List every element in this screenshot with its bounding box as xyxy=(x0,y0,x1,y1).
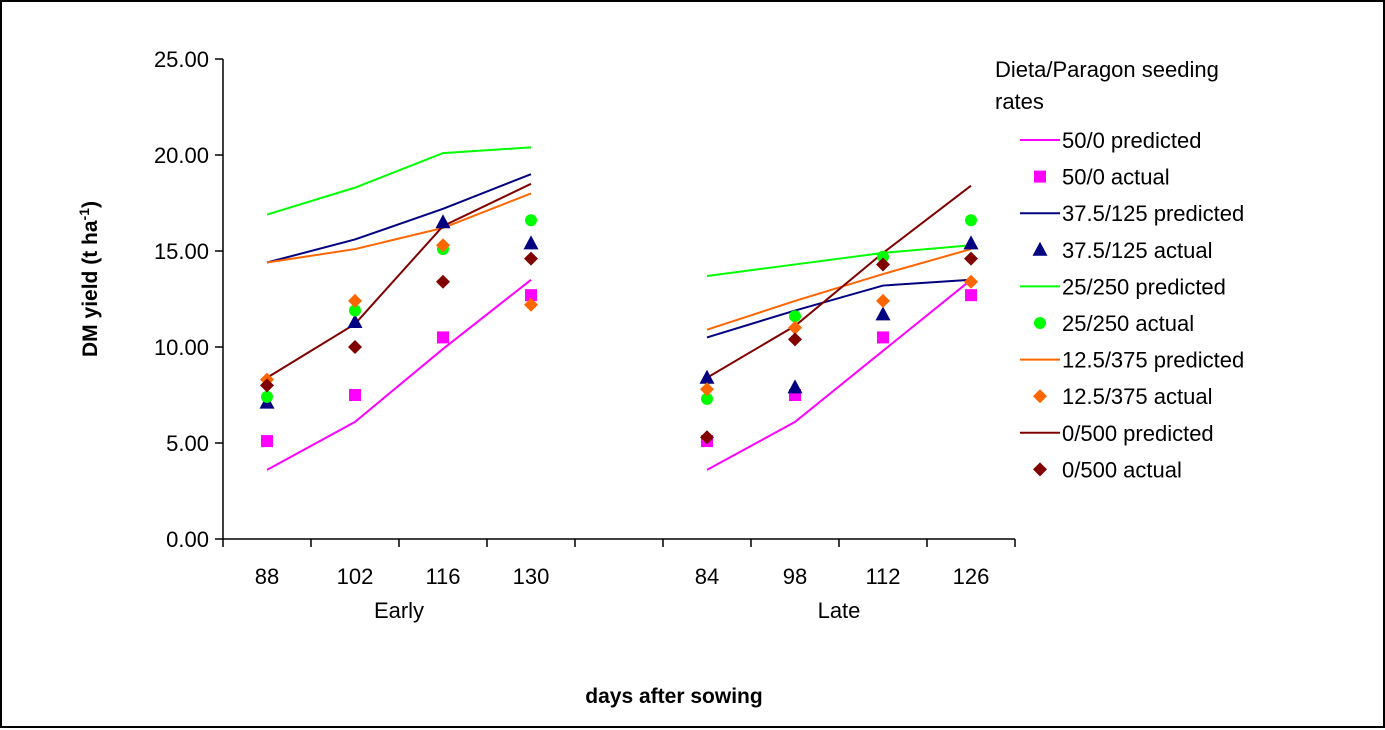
legend-label-0-500-actual: 0/500 actual xyxy=(1062,457,1182,482)
x-tick-label: 112 xyxy=(865,564,900,589)
y-tick-label: 10.00 xyxy=(154,335,209,360)
legend: Dieta/Paragon seeding rates 50/0 predicted… xyxy=(995,57,1244,482)
series-line-50-0-predicted-late xyxy=(706,279,972,471)
x-tick-label: 88 xyxy=(255,564,279,589)
series-line-12-5-375-predicted-early xyxy=(266,192,532,264)
legend-label-0-500-predicted: 0/500 predicted xyxy=(1062,421,1214,446)
series-lines xyxy=(266,146,972,471)
data-point-25-250-actual xyxy=(701,392,713,405)
data-point-37-5-125-actual xyxy=(435,214,451,229)
data-point-12-5-375-actual xyxy=(524,297,538,312)
legend-label-12-5-375-actual: 12.5/375 actual xyxy=(1062,384,1212,409)
legend-label-12-5-375-predicted: 12.5/375 predicted xyxy=(1062,348,1244,373)
data-point-0-500-actual xyxy=(964,251,978,266)
data-point-37-5-125-actual xyxy=(963,235,979,250)
series-markers xyxy=(259,214,979,448)
data-point-12-5-375-actual xyxy=(876,293,890,308)
data-point-50-0-actual xyxy=(261,435,273,448)
legend-swatch-50-0-actual xyxy=(1034,170,1046,183)
data-point-0-500-actual xyxy=(700,430,714,445)
data-point-37-5-125-actual xyxy=(347,314,363,329)
data-point-25-250-actual xyxy=(261,390,273,403)
series-line-37-5-125-predicted-early xyxy=(266,173,532,264)
data-point-50-0-actual xyxy=(437,331,449,344)
legend-swatch-12-5-375-actual xyxy=(1033,389,1047,404)
data-point-0-500-actual xyxy=(260,378,274,393)
data-point-0-500-actual xyxy=(524,251,538,266)
data-point-12-5-375-actual xyxy=(700,382,714,397)
x-tick-label: 84 xyxy=(695,564,719,589)
data-point-25-250-actual xyxy=(877,250,889,263)
legend-swatch-25-250-actual xyxy=(1034,317,1046,329)
legend-label-37-5-125-actual: 37.5/125 actual xyxy=(1062,238,1212,263)
data-point-50-0-actual xyxy=(877,331,889,344)
y-tick-label: 20.00 xyxy=(154,143,209,168)
data-point-25-250-actual xyxy=(525,214,537,227)
series-line-25-250-predicted-early xyxy=(266,146,532,216)
data-point-25-250-actual xyxy=(789,310,801,323)
data-point-25-250-actual xyxy=(349,304,361,317)
x-group-label-early: Early xyxy=(374,598,424,623)
y-tick-label: 25.00 xyxy=(154,47,209,72)
series-line-25-250-predicted-late xyxy=(706,244,972,277)
data-point-0-500-actual xyxy=(876,257,890,272)
data-point-50-0-actual xyxy=(965,289,977,302)
x-tick-label: 126 xyxy=(953,564,990,589)
data-point-0-500-actual xyxy=(348,340,362,354)
data-point-12-5-375-actual xyxy=(436,238,450,253)
legend-title: Dieta/Paragon seeding xyxy=(995,57,1219,82)
data-point-0-500-actual xyxy=(788,332,802,347)
data-point-12-5-375-actual xyxy=(964,274,978,289)
data-point-0-500-actual xyxy=(436,274,450,289)
legend-label-50-0-predicted: 50/0 predicted xyxy=(1062,128,1201,153)
legend-label-25-250-predicted: 25/250 predicted xyxy=(1062,274,1226,299)
series-line-0-500-predicted-early xyxy=(266,182,532,379)
data-point-12-5-375-actual xyxy=(788,320,802,335)
data-point-25-250-actual xyxy=(965,214,977,227)
x-tick-label: 116 xyxy=(425,564,460,589)
legend-label-25-250-actual: 25/250 actual xyxy=(1062,311,1194,336)
data-point-37-5-125-actual xyxy=(699,369,715,384)
series-line-37-5-125-predicted-late xyxy=(706,278,972,339)
y-axis-title: DM yield (t ha-1) xyxy=(76,201,102,357)
data-point-37-5-125-actual xyxy=(787,379,803,394)
data-point-50-0-actual xyxy=(525,289,537,302)
x-group-label-late: Late xyxy=(818,598,861,623)
series-line-50-0-predicted-early xyxy=(266,279,532,471)
data-point-37-5-125-actual xyxy=(523,235,539,250)
data-point-50-0-actual xyxy=(349,389,361,401)
x-tick-label: 98 xyxy=(783,564,807,589)
y-tick-label: 15.00 xyxy=(154,239,209,264)
y-tick-label: 0.00 xyxy=(166,527,209,552)
legend-title-line2: rates xyxy=(995,89,1044,114)
data-point-12-5-375-actual xyxy=(348,293,362,308)
legend-label-50-0-actual: 50/0 actual xyxy=(1062,165,1170,190)
legend-swatch-0-500-actual xyxy=(1033,462,1047,477)
series-line-0-500-predicted-late xyxy=(706,184,972,379)
legend-swatch-37-5-125-actual xyxy=(1032,241,1048,256)
x-axis-title: days after sowing xyxy=(585,685,762,708)
legend-label-37-5-125-predicted: 37.5/125 predicted xyxy=(1062,201,1244,226)
axis-labels: 0.00 5.00 10.00 15.00 20.00 25.00 88 102 116 130 E… xyxy=(76,47,989,708)
x-tick-label: 130 xyxy=(513,564,550,589)
axes xyxy=(215,58,1016,547)
data-point-37-5-125-actual xyxy=(875,306,891,321)
series-line-12-5-375-predicted-late xyxy=(706,248,972,331)
y-tick-label: 5.00 xyxy=(166,431,209,456)
x-tick-label: 102 xyxy=(337,564,374,589)
